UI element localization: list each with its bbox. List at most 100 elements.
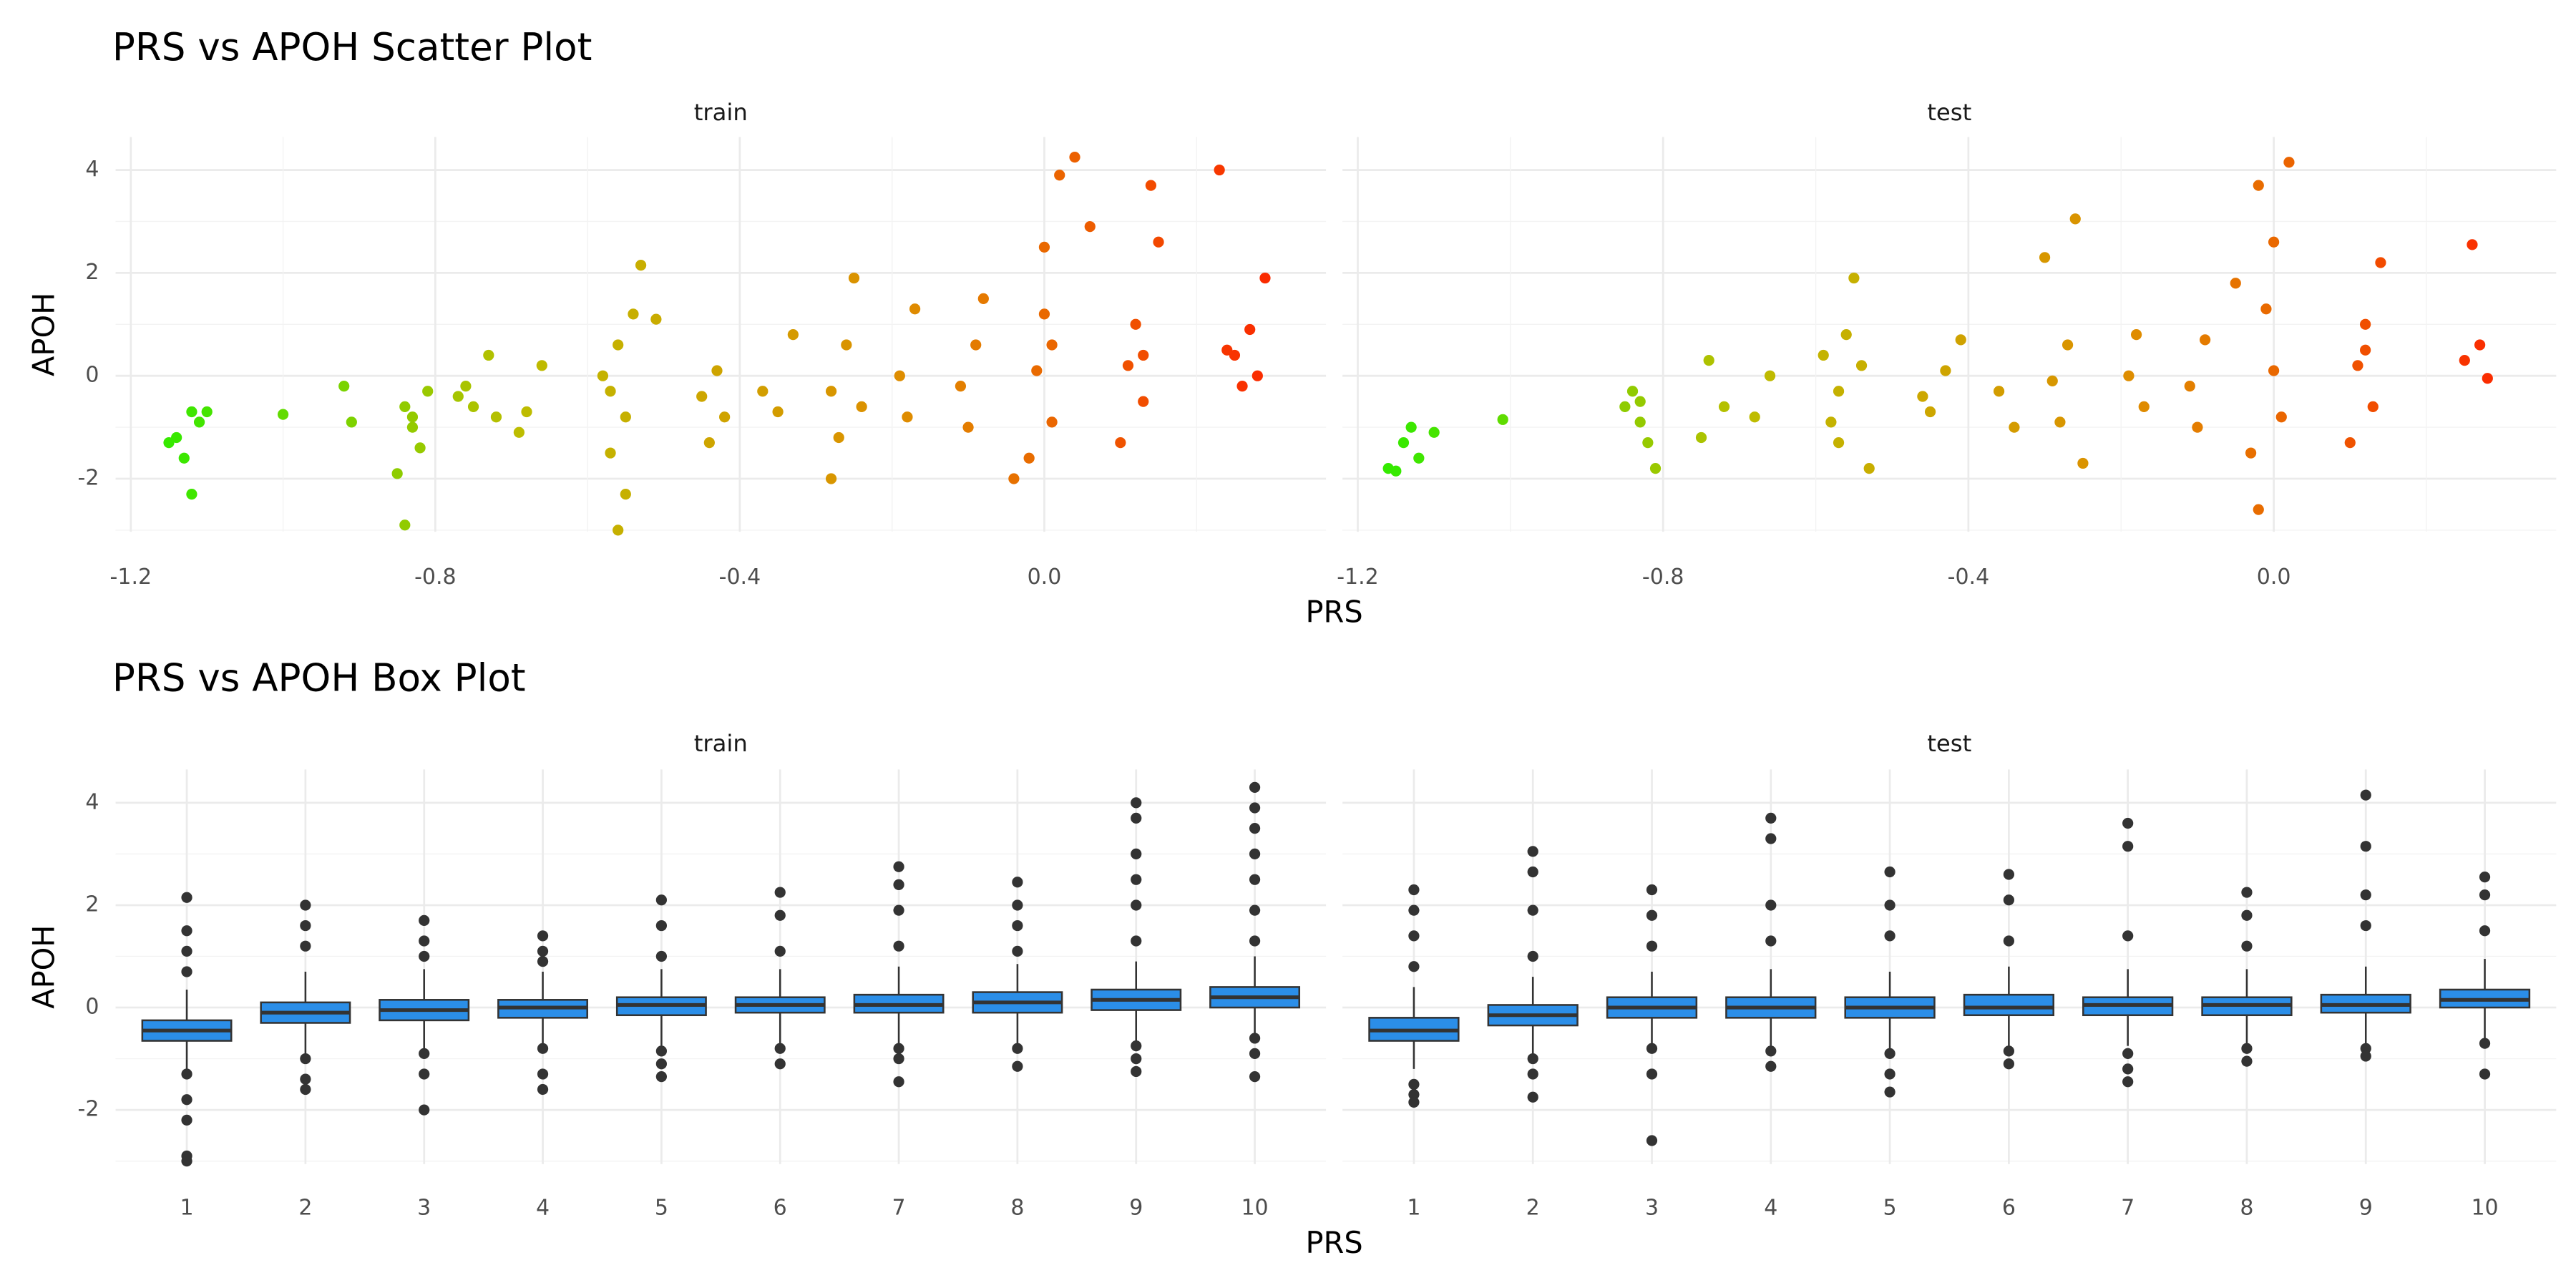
x-tick-label: -0.4 <box>1948 565 1990 590</box>
point <box>1229 349 1241 361</box>
point <box>1038 308 1050 320</box>
outlier <box>1249 874 1261 885</box>
outlier <box>893 1053 904 1065</box>
point <box>696 391 708 402</box>
point <box>1046 339 1058 351</box>
point <box>1634 396 1646 407</box>
outlier <box>1765 812 1777 824</box>
point <box>772 406 784 418</box>
outlier <box>1131 1065 1142 1078</box>
outlier <box>2360 1043 2371 1054</box>
point <box>1115 437 1126 449</box>
point <box>2360 318 2371 330</box>
x-tick-label: -1.2 <box>1337 565 1379 590</box>
outlier <box>1249 848 1261 860</box>
outlier <box>1884 1086 1896 1098</box>
point <box>1138 349 1149 361</box>
point <box>605 386 616 397</box>
point <box>1940 365 1951 376</box>
point <box>2268 365 2280 376</box>
point <box>201 406 213 418</box>
x-tick-label: 0.0 <box>1028 565 1062 590</box>
outlier <box>537 945 549 957</box>
point <box>2054 416 2066 428</box>
point <box>787 329 799 341</box>
outlier <box>1408 930 1420 942</box>
point <box>422 386 434 397</box>
outlier <box>1527 846 1538 857</box>
outlier <box>1012 1060 1023 1072</box>
point <box>894 370 905 381</box>
outlier <box>1527 950 1538 962</box>
outlier <box>537 930 549 942</box>
outlier <box>1646 1043 1658 1054</box>
y-tick-label: 2 <box>85 892 99 917</box>
y-tick-label: 4 <box>85 157 99 182</box>
point <box>605 447 616 459</box>
outlier <box>181 1068 192 1080</box>
point <box>711 365 723 376</box>
outlier <box>774 945 786 957</box>
outlier <box>1646 884 1658 896</box>
x-tick-label: -0.4 <box>719 565 761 590</box>
point <box>2184 380 2195 392</box>
outlier <box>2479 925 2491 937</box>
point <box>2474 339 2486 351</box>
outlier <box>893 861 904 872</box>
x-tick-label: 9 <box>2359 1196 2373 1221</box>
x-tick-label: 8 <box>1010 1196 1024 1221</box>
point <box>2230 278 2241 289</box>
outlier <box>1765 833 1777 844</box>
outlier <box>419 1104 430 1116</box>
point <box>2275 411 2287 423</box>
point <box>2268 236 2280 248</box>
outlier <box>2479 889 2491 901</box>
x-tick-label: 3 <box>1645 1196 1659 1221</box>
facet-label: train <box>694 99 748 126</box>
point <box>719 411 731 423</box>
point <box>2360 344 2371 356</box>
point <box>399 519 411 531</box>
outlier <box>655 1070 668 1083</box>
outlier <box>1131 812 1142 824</box>
outlier <box>893 879 904 890</box>
point <box>1818 349 1829 361</box>
outlier <box>2003 894 2014 906</box>
point <box>399 401 411 412</box>
outlier <box>893 904 904 916</box>
x-tick-label: 9 <box>1129 1196 1143 1221</box>
outlier <box>300 1073 311 1085</box>
outlier <box>1884 1048 1896 1060</box>
x-tick-label: 6 <box>2002 1196 2016 1221</box>
point <box>483 349 494 361</box>
point <box>1236 380 1248 392</box>
point <box>2344 437 2356 449</box>
point <box>277 409 289 420</box>
point <box>977 293 989 304</box>
outlier <box>1131 874 1142 885</box>
outlier <box>537 1043 549 1054</box>
outlier <box>1131 1040 1142 1052</box>
y-tick-label: 0 <box>85 363 99 388</box>
y-tick-label: -2 <box>78 466 99 491</box>
outlier <box>1408 1078 1420 1090</box>
point <box>2482 373 2493 384</box>
point <box>1259 272 1271 284</box>
point <box>186 406 197 418</box>
outlier <box>2003 1045 2014 1057</box>
outlier <box>1249 781 1261 794</box>
outlier <box>1249 1070 1261 1083</box>
y-tick-label: 2 <box>85 260 99 285</box>
point <box>1046 416 1058 428</box>
point <box>1497 414 1508 425</box>
box <box>1963 993 2055 1017</box>
outlier <box>2003 935 2014 947</box>
outlier <box>1408 1096 1420 1108</box>
outlier <box>1527 1091 1538 1103</box>
point <box>490 411 502 423</box>
outlier <box>2479 871 2491 883</box>
point <box>2260 303 2272 315</box>
point <box>955 380 967 392</box>
outlier <box>1646 1068 1658 1080</box>
